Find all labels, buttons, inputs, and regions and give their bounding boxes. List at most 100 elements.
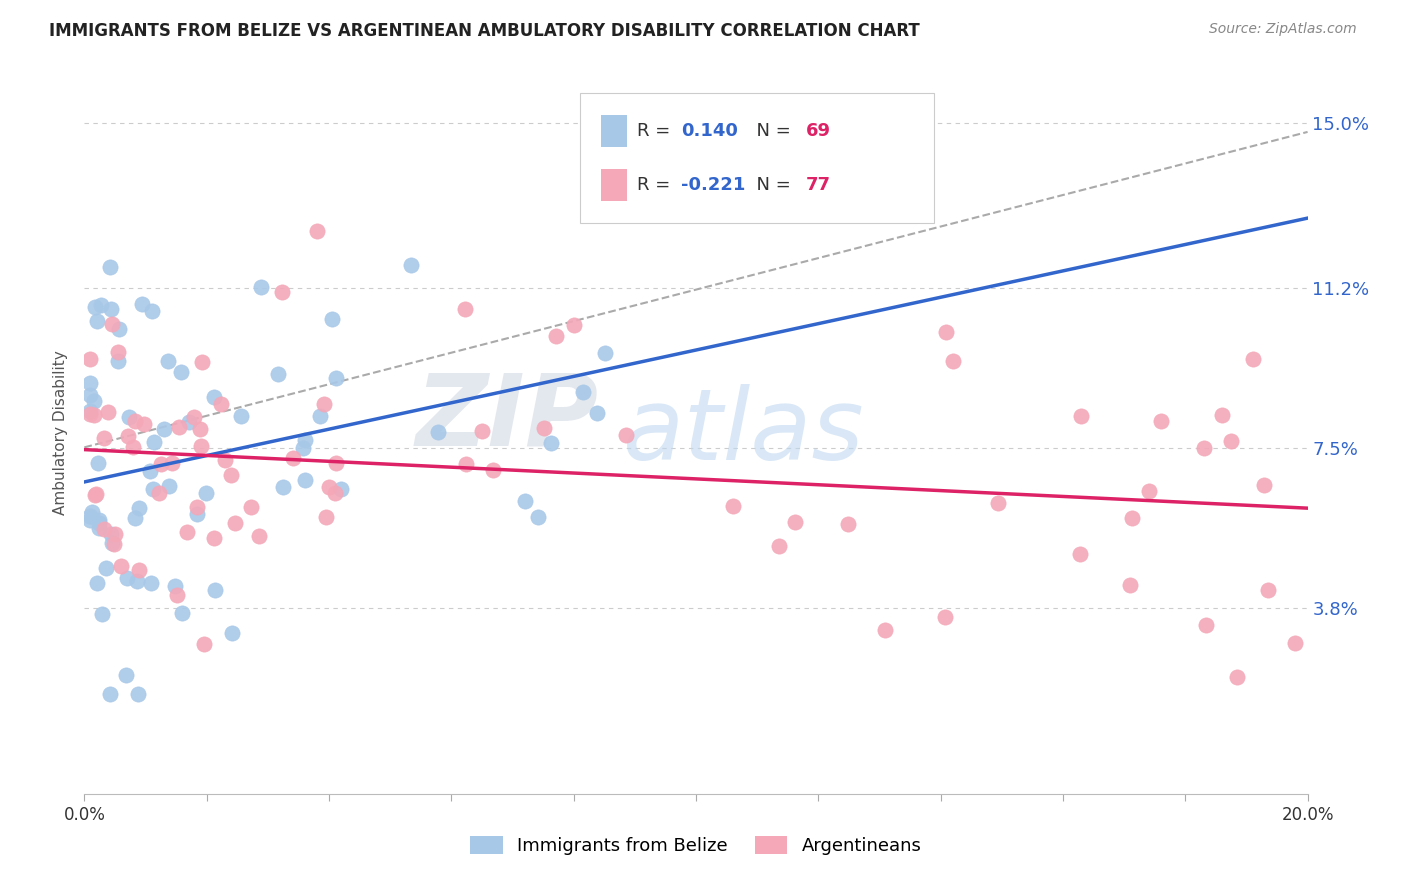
Point bbox=[107, 345, 129, 359]
Point bbox=[96, 561, 118, 575]
Point bbox=[609, 108, 631, 122]
Point bbox=[202, 531, 225, 545]
Point bbox=[454, 301, 477, 316]
Point bbox=[325, 371, 347, 385]
Text: -0.221: -0.221 bbox=[682, 176, 745, 194]
Point bbox=[221, 625, 243, 640]
Point bbox=[837, 516, 859, 531]
Point bbox=[101, 317, 124, 331]
Point bbox=[935, 325, 957, 339]
Point bbox=[90, 298, 112, 312]
Point bbox=[247, 529, 270, 543]
Point bbox=[115, 571, 138, 585]
Point bbox=[546, 328, 568, 343]
Point bbox=[267, 367, 290, 381]
Point bbox=[89, 516, 111, 531]
Point bbox=[79, 513, 101, 527]
Point bbox=[107, 354, 129, 368]
Point bbox=[224, 516, 246, 530]
Point bbox=[157, 479, 180, 493]
Point bbox=[321, 312, 343, 326]
Point bbox=[183, 409, 205, 424]
Point bbox=[167, 420, 190, 434]
Point bbox=[142, 435, 165, 450]
Point bbox=[1119, 578, 1142, 592]
Point bbox=[177, 415, 200, 429]
Text: 0.140: 0.140 bbox=[682, 121, 738, 140]
Point bbox=[127, 687, 149, 701]
Point bbox=[456, 458, 478, 472]
Point bbox=[482, 463, 505, 477]
Point bbox=[128, 563, 150, 577]
Point bbox=[118, 409, 141, 424]
Text: IMMIGRANTS FROM BELIZE VS ARGENTINEAN AMBULATORY DISABILITY CORRELATION CHART: IMMIGRANTS FROM BELIZE VS ARGENTINEAN AM… bbox=[49, 22, 920, 40]
Point bbox=[1195, 618, 1218, 632]
Point bbox=[163, 579, 186, 593]
Point bbox=[190, 438, 212, 452]
Point bbox=[987, 496, 1010, 510]
Point bbox=[399, 259, 422, 273]
Point bbox=[188, 422, 211, 436]
Point bbox=[1284, 636, 1306, 650]
Point bbox=[87, 456, 110, 470]
Point bbox=[593, 346, 616, 360]
Point bbox=[86, 575, 108, 590]
Point bbox=[110, 559, 132, 574]
Y-axis label: Ambulatory Disability: Ambulatory Disability bbox=[53, 351, 69, 515]
Point bbox=[231, 409, 253, 423]
Point bbox=[115, 667, 138, 681]
Point bbox=[100, 526, 122, 541]
Point bbox=[533, 421, 555, 435]
Point bbox=[103, 536, 125, 550]
Point bbox=[934, 609, 956, 624]
Point bbox=[80, 505, 103, 519]
Point bbox=[84, 487, 107, 501]
Point bbox=[204, 390, 226, 404]
Point bbox=[294, 473, 316, 487]
Point bbox=[1220, 434, 1243, 448]
Point bbox=[150, 458, 173, 472]
Point bbox=[281, 451, 304, 466]
Point bbox=[84, 300, 107, 314]
Point bbox=[614, 428, 637, 442]
Point bbox=[572, 385, 595, 400]
Point bbox=[90, 607, 112, 622]
Point bbox=[124, 511, 146, 525]
Text: atlas: atlas bbox=[623, 384, 865, 481]
Point bbox=[98, 260, 121, 275]
Text: Source: ZipAtlas.com: Source: ZipAtlas.com bbox=[1209, 22, 1357, 37]
Point bbox=[79, 352, 101, 367]
Point bbox=[141, 575, 163, 590]
Point bbox=[330, 482, 353, 496]
Point bbox=[79, 376, 101, 390]
Point bbox=[97, 405, 120, 419]
Point bbox=[79, 407, 101, 421]
Point bbox=[540, 435, 562, 450]
Point bbox=[1192, 441, 1215, 455]
Text: N =: N = bbox=[745, 176, 796, 194]
Point bbox=[214, 453, 236, 467]
Point bbox=[271, 285, 294, 299]
Point bbox=[166, 589, 188, 603]
Text: 77: 77 bbox=[806, 176, 831, 194]
Point bbox=[294, 433, 316, 447]
FancyBboxPatch shape bbox=[600, 169, 627, 202]
Text: N =: N = bbox=[745, 121, 796, 140]
Point bbox=[124, 414, 146, 428]
Point bbox=[131, 296, 153, 310]
Point bbox=[318, 480, 340, 494]
Point bbox=[1069, 548, 1091, 562]
Point bbox=[291, 442, 314, 456]
Point bbox=[315, 509, 337, 524]
Point bbox=[132, 417, 155, 432]
Point bbox=[84, 488, 107, 502]
Point bbox=[107, 321, 129, 335]
Point bbox=[471, 425, 494, 439]
Point bbox=[307, 224, 329, 238]
Point bbox=[128, 500, 150, 515]
Point bbox=[194, 486, 217, 500]
Point bbox=[1241, 352, 1264, 367]
Text: ZIP: ZIP bbox=[415, 369, 598, 467]
Point bbox=[1137, 484, 1160, 499]
Point bbox=[79, 508, 101, 523]
